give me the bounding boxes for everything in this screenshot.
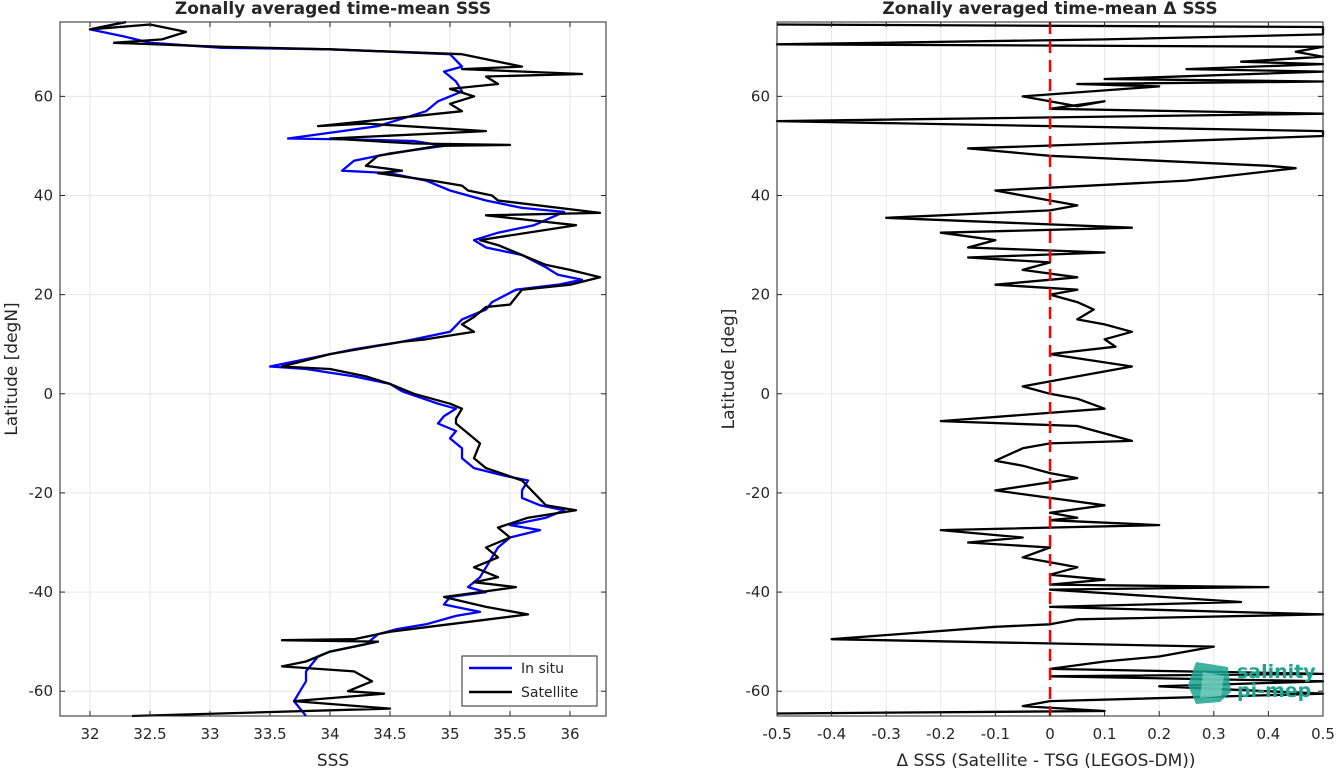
series-group [88, 20, 602, 718]
y-tick-labels: -60 -40 -20 0 20 40 60 [746, 87, 1323, 700]
y-tick-label: 60 [34, 87, 53, 105]
in-situ-series-line [88, 20, 584, 717]
x-tick-label: -0.1 [981, 725, 1010, 743]
x-tick-label: 35 [440, 725, 459, 743]
x-tick-label: 34.5 [373, 725, 406, 743]
legend: In situ Satellite [461, 655, 598, 707]
x-tick-label: 0.1 [1093, 725, 1117, 743]
y-tick-label: 20 [34, 286, 53, 304]
sss-panel: 32 32.5 33 33.5 34 34.5 35 35.5 36 -60 -40 -20 0 20 4… [2, 0, 607, 769]
y-tick-label: -20 [746, 484, 771, 502]
x-tick-label: 32.5 [133, 725, 166, 743]
axes-frame [59, 21, 607, 717]
x-tick-label: 34 [320, 725, 339, 743]
x-tick-label: 36 [560, 725, 579, 743]
y-tick-label: -40 [746, 583, 771, 601]
legend-in-situ-label: In situ [521, 661, 564, 677]
delta-sss-series-line [775, 23, 1325, 715]
y-tick-label: 20 [751, 286, 770, 304]
y-tick-label: 40 [751, 187, 770, 205]
x-tick-label: -0.2 [926, 725, 955, 743]
x-tick-label: -0.4 [817, 725, 846, 743]
logo-text-pi-mep: pi-mep [1237, 680, 1311, 702]
x-axis-label: SSS [317, 751, 349, 769]
satellite-series-line [88, 20, 602, 718]
chart-title: Zonally averaged time-mean SSS [175, 0, 491, 19]
y-tick-label: 0 [43, 385, 53, 403]
x-tick-label: 32 [80, 725, 99, 743]
x-tick-label: 0.3 [1202, 725, 1226, 743]
x-axis-label: Δ SSS (Satellite - TSG (LEGOS-DM)) [896, 751, 1195, 769]
y-tick-label: 40 [34, 187, 53, 205]
y-tick-label: -40 [29, 583, 54, 601]
y-tick-label: 0 [760, 385, 770, 403]
y-tick-label: -60 [746, 682, 771, 700]
x-tick-label: 33 [200, 725, 219, 743]
y-axis-label: Latitude [deg] [719, 309, 739, 430]
y-axis-label: Latitude [degN] [2, 302, 22, 435]
x-tick-labels: -0.5 -0.4 -0.3 -0.2 -0.1 0 0.1 0.2 0.3 0.4 0.5 [762, 22, 1335, 743]
x-tick-label: -0.3 [872, 725, 901, 743]
x-tick-label: 33.5 [253, 725, 286, 743]
logo-emblem-highlight [1200, 672, 1224, 698]
x-tick-label: 0.4 [1256, 725, 1280, 743]
salinity-pi-mep-logo: salinity pi-mep [1188, 661, 1316, 704]
x-tick-label: 35.5 [493, 725, 526, 743]
x-tick-label: 0 [1045, 725, 1055, 743]
x-tick-labels: 32 32.5 33 33.5 34 34.5 35 35.5 36 [80, 22, 580, 743]
legend-satellite-label: Satellite [521, 685, 578, 701]
x-tick-label: 0.5 [1311, 725, 1335, 743]
chart-title: Zonally averaged time-mean Δ SSS [882, 0, 1217, 19]
series-group [775, 23, 1325, 715]
y-tick-label: 60 [751, 87, 770, 105]
x-tick-label: -0.5 [762, 725, 791, 743]
y-tick-labels: -60 -40 -20 0 20 40 60 [29, 87, 606, 700]
x-tick-label: 0.2 [1147, 725, 1171, 743]
y-tick-label: -20 [29, 484, 54, 502]
delta-sss-panel: -0.5 -0.4 -0.3 -0.2 -0.1 0 0.1 0.2 0.3 0.4 0.5 -60… [719, 0, 1335, 769]
logo-text-salinity: salinity [1237, 661, 1316, 683]
y-tick-label: -60 [29, 682, 54, 700]
legend-box [461, 655, 598, 707]
